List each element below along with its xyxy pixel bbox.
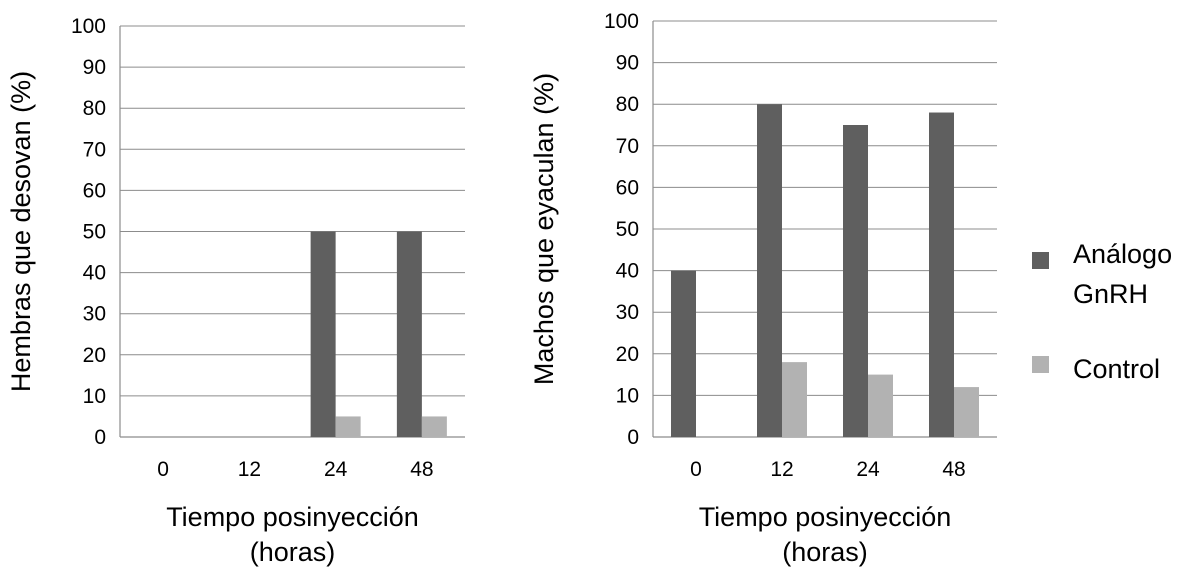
legend-label-analogo-line2: GnRH	[1073, 279, 1148, 309]
x-tick-label-12: 12	[238, 458, 261, 481]
bar-analogo-0	[671, 270, 696, 437]
bar-control-48	[421, 416, 447, 437]
legend-swatch-analogo	[1032, 252, 1049, 269]
x-axis-title-line1: Tiempo posinyección	[699, 502, 952, 532]
x-tick-label-12: 12	[770, 458, 793, 481]
legend-label-control: Control	[1073, 354, 1160, 384]
x-axis-title-line2: (horas)	[250, 537, 336, 567]
chart-hembras: 0 10 20 30 40 50 60 70 80 90 100 0 12 24 48 Tiempo posi…	[6, 15, 465, 567]
x-tick-label-24: 24	[856, 458, 880, 481]
y-tick-label-80: 80	[616, 93, 639, 116]
legend-label-analogo-line1: Análogo	[1073, 239, 1172, 269]
x-tick-label-0: 0	[157, 458, 169, 481]
y-tick-label-100: 100	[71, 15, 106, 38]
bar-analogo-12	[757, 104, 782, 437]
y-tick-label-70: 70	[83, 138, 106, 161]
bar-analogo-24	[843, 125, 868, 437]
x-tick-label-0: 0	[690, 458, 702, 481]
y-tick-label-40: 40	[83, 262, 106, 285]
bar-analogo-48	[929, 112, 954, 438]
bar-control-24	[335, 416, 361, 437]
x-axis-title-line1: Tiempo posinyección	[166, 502, 419, 532]
y-tick-label-50: 50	[616, 218, 639, 241]
y-tick-label-60: 60	[616, 176, 639, 199]
y-tick-label-0: 0	[94, 426, 106, 449]
y-tick-label-20: 20	[616, 343, 639, 366]
y-tick-label-10: 10	[616, 384, 639, 407]
y-tick-label-0: 0	[627, 426, 639, 449]
y-tick-label-20: 20	[83, 344, 106, 367]
x-tick-label-48: 48	[942, 458, 965, 481]
bar-analogo-48	[396, 231, 422, 437]
y-tick-label-90: 90	[616, 52, 639, 75]
y-axis-title: Machos que eyaculan (%)	[529, 73, 559, 385]
y-tick-label-10: 10	[83, 385, 106, 408]
y-axis-title: Hembras que desovan (%)	[6, 71, 36, 392]
y-tick-label-100: 100	[604, 10, 639, 33]
x-axis-title-line2: (horas)	[782, 537, 868, 567]
y-tick-label-60: 60	[83, 179, 106, 202]
legend: Análogo GnRH Control	[1032, 239, 1172, 384]
legend-swatch-control	[1032, 356, 1049, 373]
y-tick-label-80: 80	[83, 97, 106, 120]
bar-control-12	[782, 362, 807, 437]
y-tick-label-50: 50	[83, 221, 106, 244]
y-tick-label-30: 30	[83, 303, 106, 326]
x-tick-label-24: 24	[324, 458, 348, 481]
bar-analogo-24	[310, 231, 336, 437]
y-tick-label-70: 70	[616, 135, 639, 158]
bar-control-24	[868, 374, 893, 437]
x-tick-label-48: 48	[410, 458, 433, 481]
y-tick-label-30: 30	[616, 301, 639, 324]
y-tick-label-40: 40	[616, 260, 639, 283]
bar-control-48	[954, 387, 979, 437]
chart-machos: 0 10 20 30 40 50 60 70 80 90 100 0 12 24 48 Tiempo posi…	[529, 10, 997, 567]
y-tick-label-90: 90	[83, 56, 106, 79]
